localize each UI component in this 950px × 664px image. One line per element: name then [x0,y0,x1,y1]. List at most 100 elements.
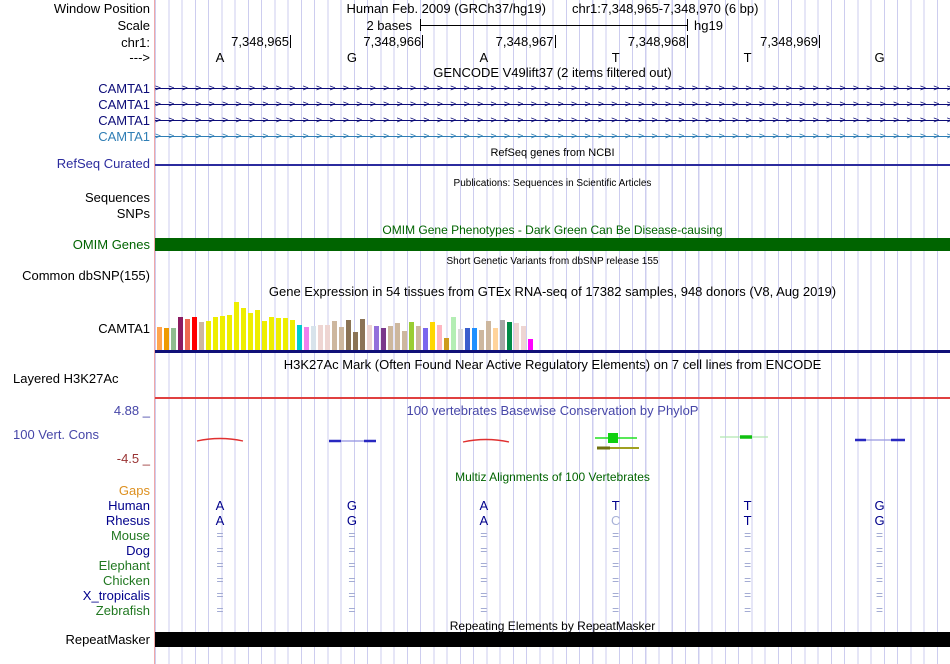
repeatmasker-track-title: Repeating Elements by RepeatMasker [449,619,656,633]
gene-transcript-row[interactable]: >>>>>>>>>>>>>>>>>>>>>>>>>>>>>>>>>>>>>>>>… [155,82,950,95]
alignment-cell: = [216,543,224,557]
gtex-expression-bar[interactable] [241,308,246,350]
species-label[interactable]: Mouse [110,528,150,543]
gtex-expression-bar[interactable] [269,317,274,350]
track-label-refseq-curated[interactable]: RefSeq Curated [56,156,150,171]
gtex-expression-bar[interactable] [395,323,400,350]
track-label-gencode-item[interactable]: CAMTA1 [98,97,150,112]
track-label-gaps[interactable]: Gaps [118,483,150,498]
conservation-signal[interactable] [155,425,950,465]
gtex-expression-bar[interactable] [178,317,183,350]
gtex-expression-bar[interactable] [276,318,281,350]
gtex-expression-bar[interactable] [521,326,526,350]
gtex-expression-bar[interactable] [437,325,442,350]
track-label-layered-h3k27ac[interactable]: Layered H3K27Ac [13,371,119,386]
gtex-expression-bar[interactable] [423,328,428,350]
gtex-gene-model-line[interactable] [155,350,950,353]
gtex-expression-bar[interactable] [360,319,365,350]
gtex-expression-bar[interactable] [220,316,225,350]
gtex-expression-bar[interactable] [290,320,295,350]
gtex-expression-bar[interactable] [262,321,267,350]
gtex-expression-bar[interactable] [381,328,386,350]
species-label[interactable]: Zebrafish [95,603,150,618]
gtex-expression-bar[interactable] [402,331,407,350]
species-label[interactable]: Human [108,498,150,513]
gtex-expression-bar[interactable] [206,321,211,350]
track-label-omim-genes[interactable]: OMIM Genes [72,237,150,252]
gtex-expression-bar[interactable] [255,310,260,350]
gtex-expression-bar[interactable] [339,327,344,350]
gtex-expression-bar[interactable] [283,318,288,350]
base-letter: T [611,50,620,65]
gtex-expression-bar[interactable] [451,317,456,350]
alignment-cell: A [215,513,225,528]
gtex-expression-bar[interactable] [367,325,372,350]
h3k27ac-track-title: H3K27Ac Mark (Often Found Near Active Re… [283,357,822,372]
gtex-expression-bar[interactable] [416,326,421,350]
gene-transcript-row[interactable]: >>>>>>>>>>>>>>>>>>>>>>>>>>>>>>>>>>>>>>>>… [155,130,950,143]
gtex-expression-bar[interactable] [514,323,519,350]
alignment-cell: = [216,573,224,587]
gtex-expression-bar[interactable] [500,320,505,350]
track-label-gencode-item[interactable]: CAMTA1 [98,113,150,128]
gtex-expression-barchart[interactable] [157,302,537,350]
gtex-expression-bar[interactable] [493,328,498,350]
gtex-expression-bar[interactable] [465,328,470,350]
gtex-expression-bar[interactable] [388,326,393,350]
gtex-expression-bar[interactable] [430,322,435,350]
gtex-expression-bar[interactable] [234,302,239,350]
gtex-expression-bar[interactable] [199,322,204,350]
refseq-track-title: RefSeq genes from NCBI [490,147,615,159]
refseq-gene-line[interactable] [155,164,950,166]
gtex-expression-bar[interactable] [157,327,162,350]
gtex-expression-bar[interactable] [311,326,316,350]
gtex-expression-bar[interactable] [318,325,323,350]
gtex-expression-bar[interactable] [304,327,309,350]
gtex-expression-bar[interactable] [444,338,449,350]
track-label-gencode-item[interactable]: CAMTA1 [98,81,150,96]
gtex-expression-bar[interactable] [227,315,232,350]
alignment-cell: = [875,528,883,542]
gtex-expression-bar[interactable] [192,317,197,350]
gtex-expression-bar[interactable] [185,319,190,350]
gtex-expression-bar[interactable] [353,332,358,350]
gtex-expression-bar[interactable] [374,326,379,350]
gtex-expression-bar[interactable] [248,313,253,350]
gtex-expression-bar[interactable] [528,339,533,350]
species-label[interactable]: Rhesus [105,513,150,528]
gtex-expression-bar[interactable] [325,325,330,350]
gtex-expression-bar[interactable] [346,320,351,350]
species-label[interactable]: Dog [126,543,150,558]
gtex-expression-bar[interactable] [213,317,218,350]
species-label[interactable]: Chicken [103,573,150,588]
gtex-expression-bar[interactable] [171,328,176,350]
gene-transcript-row[interactable]: >>>>>>>>>>>>>>>>>>>>>>>>>>>>>>>>>>>>>>>>… [155,114,950,127]
track-label-snps[interactable]: SNPs [116,206,150,221]
track-label-gencode-item[interactable]: CAMTA1 [98,129,150,144]
gtex-expression-bar[interactable] [297,325,302,350]
alignment-cell: = [612,603,620,617]
species-label[interactable]: Elephant [98,558,150,573]
gtex-expression-bar[interactable] [479,330,484,350]
gene-transcript-row[interactable]: >>>>>>>>>>>>>>>>>>>>>>>>>>>>>>>>>>>>>>>>… [155,98,950,111]
gtex-expression-bar[interactable] [486,321,491,350]
gtex-expression-bar[interactable] [409,322,414,350]
track-label-100-vert-cons[interactable]: 100 Vert. Cons [13,427,99,442]
omim-gene-item[interactable] [155,238,950,251]
track-label-repeatmasker[interactable]: RepeatMasker [65,632,150,647]
alignment-cell: = [744,558,752,572]
gtex-expression-bar[interactable] [507,322,512,350]
gtex-expression-bar[interactable] [472,328,477,350]
gtex-expression-bar[interactable] [164,328,169,350]
species-label[interactable]: X_tropicalis [82,588,150,603]
track-label-sequences[interactable]: Sequences [84,190,150,205]
track-label-common-dbsnp[interactable]: Common dbSNP(155) [22,268,150,283]
gtex-expression-bar[interactable] [332,321,337,350]
alignment-cell: = [480,588,488,602]
dbsnp-track-title: Short Genetic Variants from dbSNP releas… [446,256,659,267]
gtex-expression-bar[interactable] [458,329,463,350]
track-label-gtex-gene[interactable]: CAMTA1 [98,321,150,336]
repeatmasker-item[interactable] [155,632,950,647]
h3k27ac-signal-baseline[interactable] [155,397,950,399]
